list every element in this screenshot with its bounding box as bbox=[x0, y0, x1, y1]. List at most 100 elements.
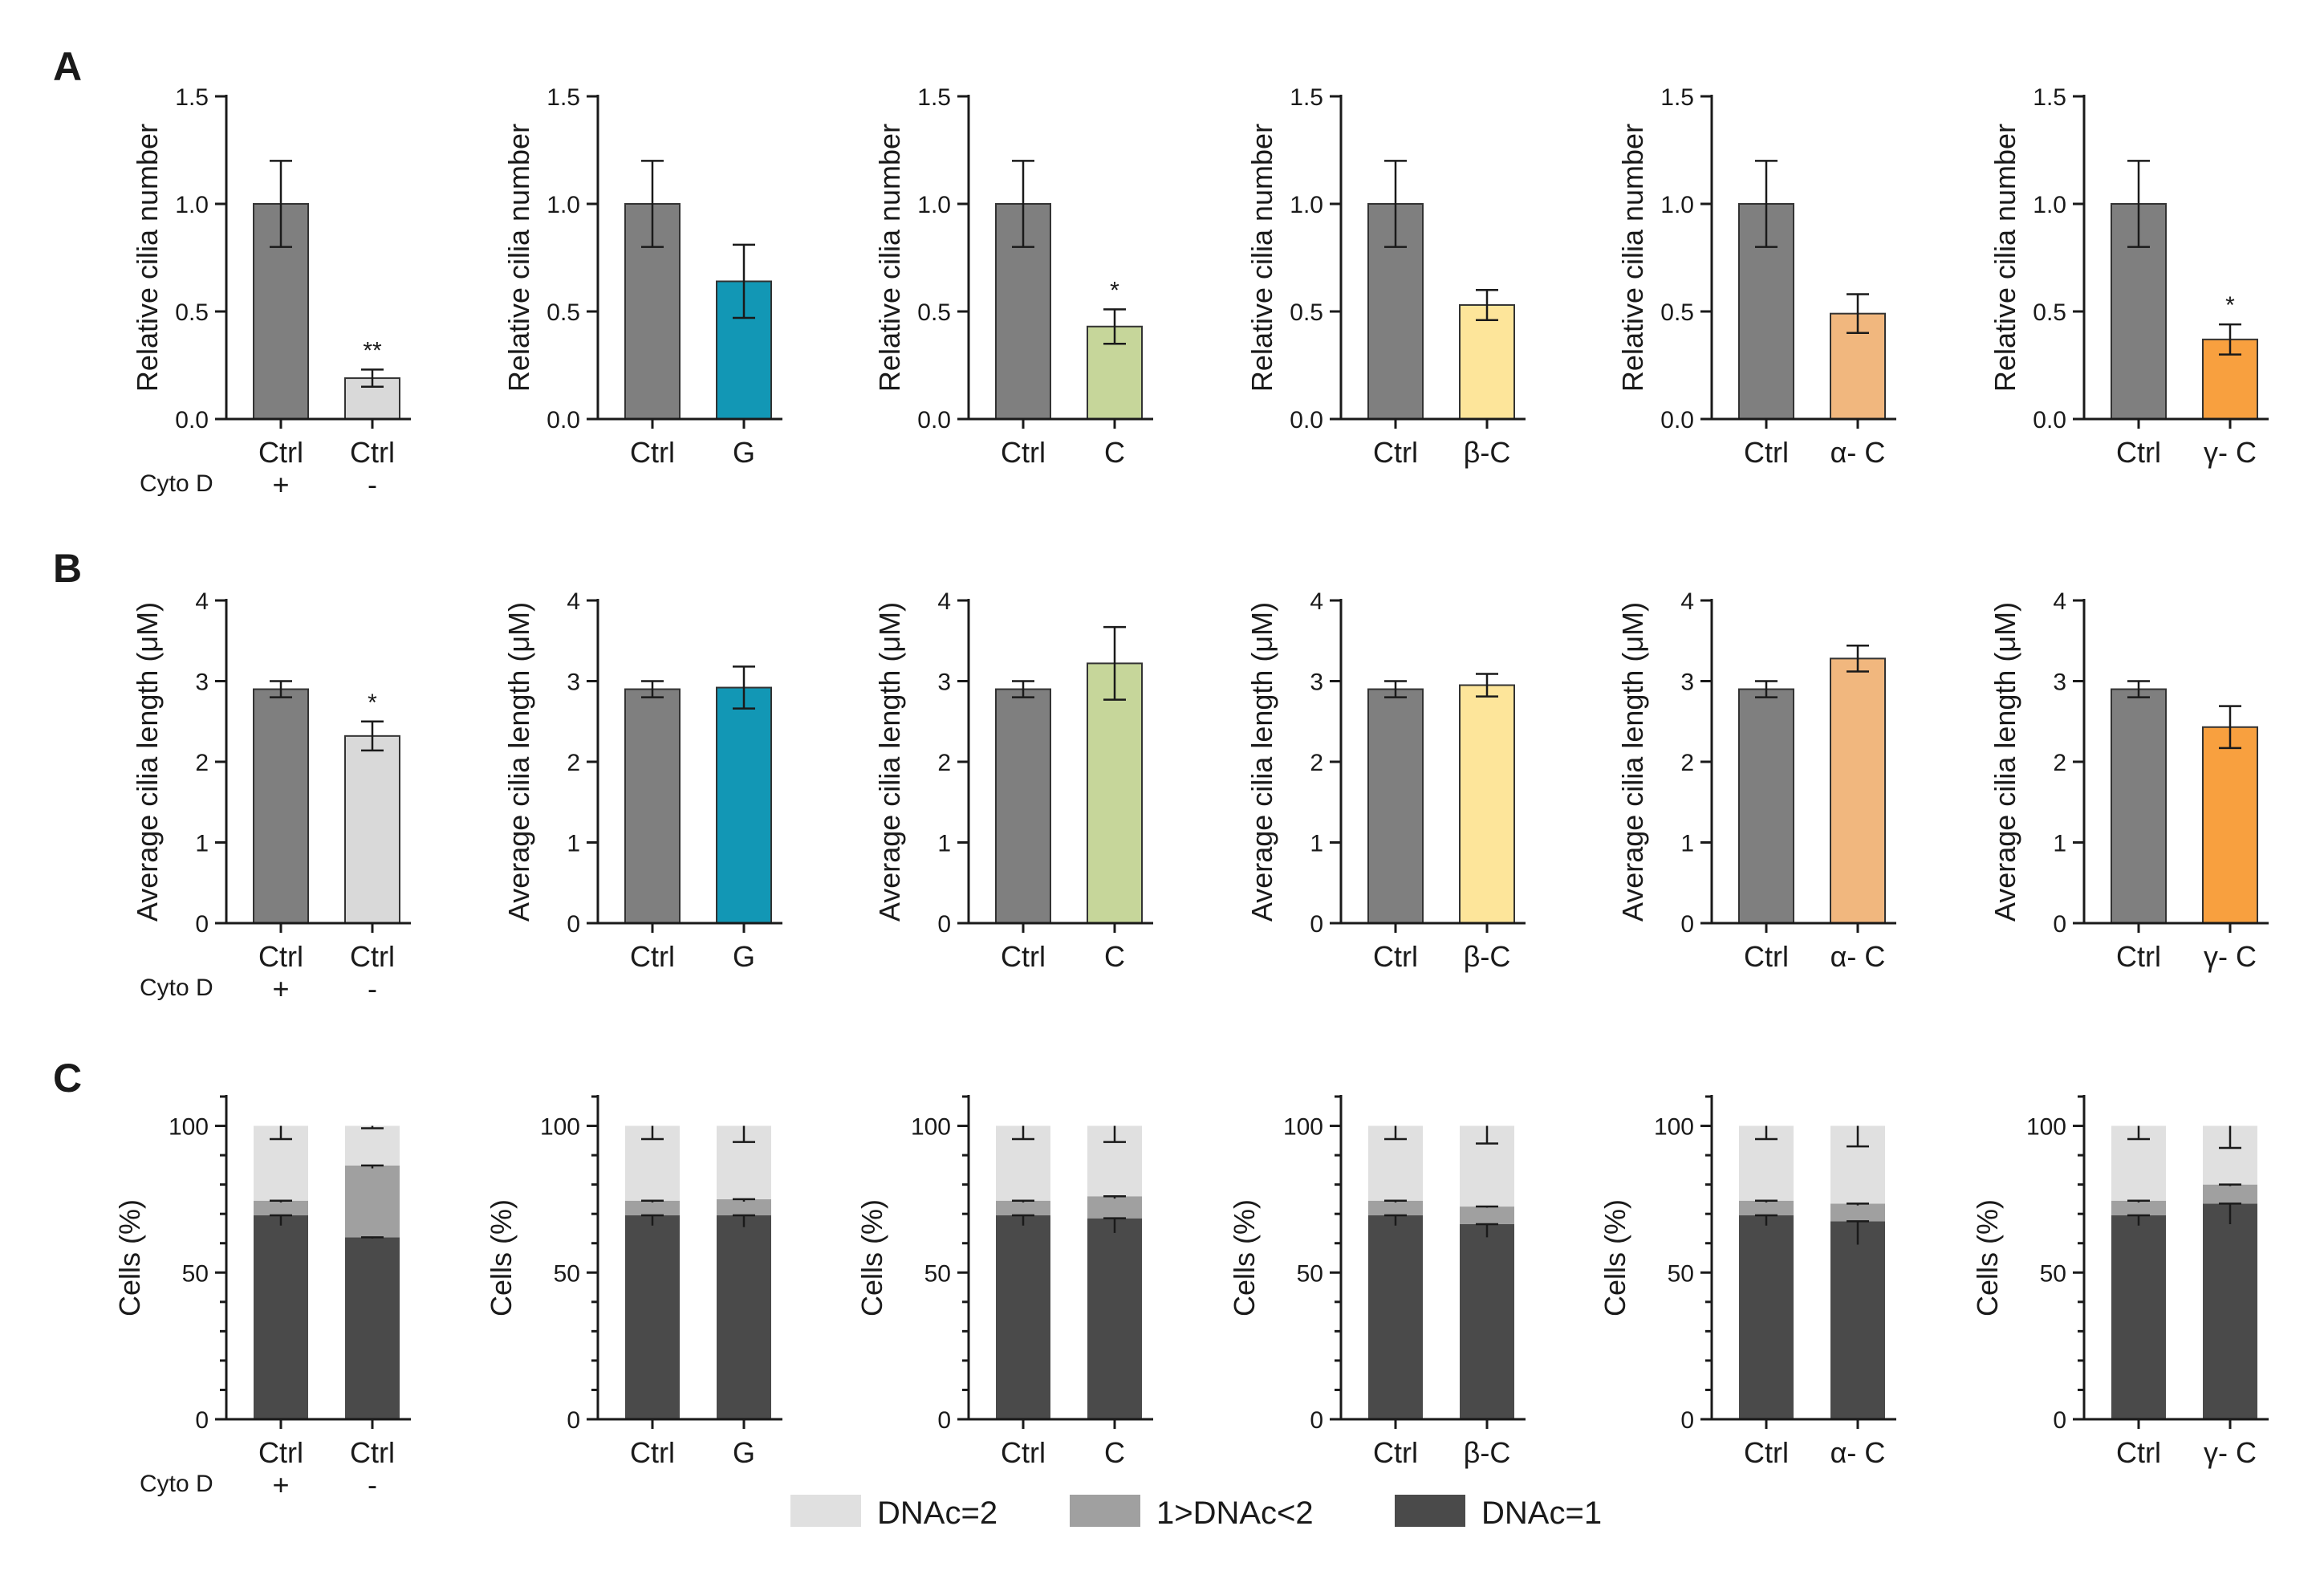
y-axis-label: Relative cilia number bbox=[502, 124, 535, 392]
y-tick-label: 2 bbox=[1310, 750, 1323, 776]
stack-segment-dnac1-2 bbox=[1460, 1207, 1514, 1224]
y-tick-label: 3 bbox=[567, 669, 580, 696]
error-bar bbox=[270, 1125, 292, 1141]
plot-c-5: 0 50 100 Cells (%) Ctrl α- C bbox=[1599, 1095, 1896, 1469]
y-tick-label: 0.5 bbox=[1660, 299, 1694, 326]
plot-c-4: 0 50 100 Cells (%) Ctrl β-C bbox=[1228, 1095, 1526, 1469]
error-bar bbox=[1012, 1214, 1034, 1226]
stack-segment-dnac1-2 bbox=[996, 1200, 1050, 1216]
y-tick-label: 50 bbox=[182, 1260, 209, 1287]
stack-segment-dnac2 bbox=[345, 1125, 400, 1166]
y-tick-label: 1.0 bbox=[1660, 192, 1694, 218]
stack-segment-dnac1-2 bbox=[2203, 1184, 2257, 1204]
error-bar bbox=[270, 1199, 292, 1203]
y-tick-label: 1.0 bbox=[2033, 192, 2066, 218]
y-tick-label: 1 bbox=[1310, 831, 1323, 857]
plot-a-2: 0.0 0.5 1.0 1.5 Relative cilia number Ctrl G bbox=[502, 84, 782, 469]
error-bar bbox=[733, 1214, 755, 1227]
significance-marker: * bbox=[368, 690, 377, 716]
error-bar bbox=[1476, 288, 1498, 321]
y-tick-label: 2 bbox=[1680, 750, 1694, 776]
y-axis-label: Average cilia length (μM) bbox=[131, 602, 164, 922]
y-axis-label: Average cilia length (μM) bbox=[502, 602, 535, 922]
plots: ** 0.0 0.5 1.0 1.5 Relative cilia number Ctrl C… bbox=[113, 84, 2269, 1501]
bar bbox=[995, 688, 1051, 924]
error-bar bbox=[270, 1214, 292, 1226]
y-tick-label: 3 bbox=[195, 669, 209, 696]
panel-letter-b: B bbox=[53, 546, 82, 591]
y-axis-label: Average cilia length (μM) bbox=[1616, 602, 1649, 922]
error-bar bbox=[1384, 1199, 1407, 1203]
error-bar bbox=[1384, 160, 1407, 248]
error-bar bbox=[733, 243, 755, 319]
error-bar bbox=[1012, 160, 1034, 248]
panel-letter-a: A bbox=[53, 44, 82, 89]
bar bbox=[2202, 726, 2258, 924]
error-bar bbox=[1755, 1125, 1778, 1141]
error-bar bbox=[733, 1198, 755, 1202]
category-label: G bbox=[733, 1436, 755, 1469]
error-bar bbox=[2127, 1199, 2150, 1203]
category-label: β-C bbox=[1464, 940, 1511, 973]
y-tick-label: 1.5 bbox=[1660, 84, 1694, 111]
bar bbox=[1459, 684, 1515, 925]
y-tick-label: 50 bbox=[554, 1260, 580, 1287]
stack-segment-dnac1-2 bbox=[1739, 1200, 1794, 1216]
bar bbox=[624, 688, 681, 924]
plot-c-6: 0 50 100 Cells (%) Ctrl γ- C bbox=[1971, 1095, 2269, 1469]
stack-segment-dnac1 bbox=[1087, 1218, 1142, 1419]
y-axis-label: Cells (%) bbox=[113, 1199, 146, 1316]
bar bbox=[1367, 688, 1424, 924]
stack-segment-dnac1 bbox=[1739, 1215, 1794, 1419]
category-label: C bbox=[1104, 940, 1125, 973]
error-bar bbox=[733, 1125, 755, 1143]
plot-a-1: ** 0.0 0.5 1.0 1.5 Relative cilia number Ctrl C… bbox=[131, 84, 411, 501]
y-tick-label: 0 bbox=[937, 911, 951, 938]
category-label: γ- C bbox=[2204, 436, 2257, 469]
significance-marker: ** bbox=[363, 337, 382, 364]
y-axis-label: Cells (%) bbox=[1599, 1199, 1631, 1316]
y-tick-label: 50 bbox=[924, 1260, 951, 1287]
plot-b-5: 0 1 2 3 4 Average cilia length (μM) Ctrl α- C bbox=[1616, 588, 1896, 973]
error-bar bbox=[1847, 1125, 1869, 1148]
cyto-d-mark: + bbox=[272, 1468, 289, 1501]
y-tick-label: 0.0 bbox=[175, 407, 209, 433]
plot-c-1: 0 50 100 Cells (%) Ctrl Ctrl Cyto D + - bbox=[113, 1095, 411, 1501]
y-tick-label: 0 bbox=[567, 911, 580, 938]
y-tick-label: 100 bbox=[2026, 1114, 2066, 1141]
y-tick-label: 1.0 bbox=[546, 192, 580, 218]
category-label: Ctrl bbox=[1744, 436, 1789, 469]
y-tick-label: 4 bbox=[1680, 588, 1694, 615]
error-bar bbox=[1103, 1125, 1126, 1143]
y-tick-label: 0 bbox=[567, 1407, 580, 1434]
bar bbox=[716, 686, 772, 924]
y-tick-label: 50 bbox=[1297, 1260, 1323, 1287]
error-bar bbox=[1103, 308, 1126, 345]
bar bbox=[1738, 688, 1794, 924]
error-bar bbox=[361, 368, 384, 389]
y-tick-label: 0.0 bbox=[546, 407, 580, 433]
stack-segment-dnac1 bbox=[625, 1215, 680, 1419]
y-tick-label: 3 bbox=[2053, 669, 2066, 696]
y-tick-label: 0.0 bbox=[917, 407, 951, 433]
category-label: C bbox=[1104, 1436, 1125, 1469]
error-bar bbox=[1476, 1223, 1498, 1238]
stack-segment-dnac1 bbox=[2111, 1215, 2166, 1419]
category-label: Ctrl bbox=[1373, 436, 1418, 469]
category-label: Ctrl bbox=[1373, 940, 1418, 973]
error-bar bbox=[2219, 705, 2241, 750]
stack-segment-dnac1-2 bbox=[254, 1200, 308, 1216]
cyto-d-label: Cyto D bbox=[140, 975, 213, 1001]
category-label: Ctrl bbox=[350, 1436, 395, 1469]
plot-a-5: 0.0 0.5 1.0 1.5 Relative cilia number Ctrl α- … bbox=[1616, 84, 1896, 469]
error-bar bbox=[641, 1125, 664, 1141]
y-tick-label: 1 bbox=[2053, 831, 2066, 857]
stack-segment-dnac1-2 bbox=[1368, 1200, 1423, 1216]
y-tick-label: 0 bbox=[2053, 1407, 2066, 1434]
plot-c-3: 0 50 100 Cells (%) Ctrl C bbox=[855, 1095, 1153, 1469]
bar bbox=[2111, 688, 2167, 924]
y-axis-label: Relative cilia number bbox=[1989, 124, 2021, 392]
y-axis-label: Relative cilia number bbox=[131, 124, 164, 392]
y-tick-label: 100 bbox=[169, 1114, 209, 1141]
stack-segment-dnac1 bbox=[1368, 1215, 1423, 1419]
